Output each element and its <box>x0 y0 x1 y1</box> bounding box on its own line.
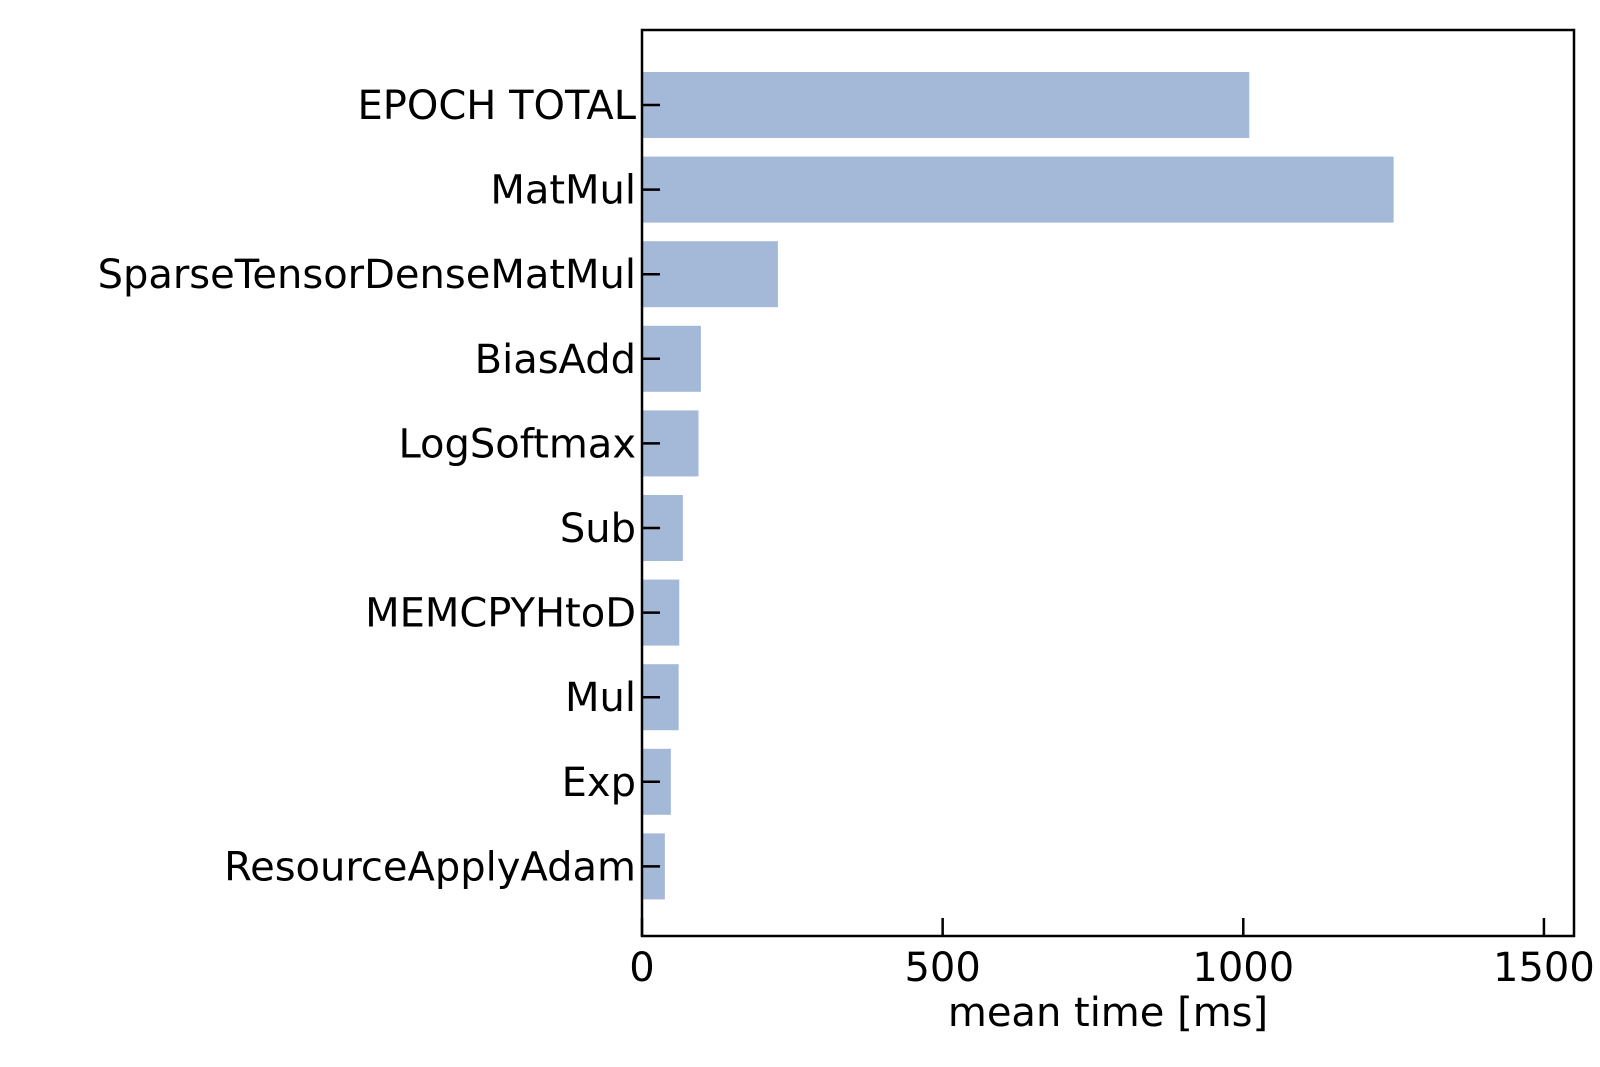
y-tick-label: ResourceApplyAdam <box>224 844 636 890</box>
x-tick-label: 1000 <box>1192 945 1294 991</box>
y-tick-labels: EPOCH TOTAL MatMul SparseTensorDenseMatMul… <box>98 83 637 890</box>
y-tick-label: LogSoftmax <box>398 421 636 467</box>
bar-epoch-total <box>642 72 1250 138</box>
x-tick-labels: 0 500 1000 1500 <box>629 945 1595 991</box>
y-tick-label: MEMCPYHtoD <box>365 591 636 637</box>
bar-sparsetensordensematmul <box>642 241 778 308</box>
bar-matmul <box>642 156 1394 223</box>
y-tick-marks <box>642 103 660 868</box>
x-tick-marks <box>640 918 1546 936</box>
y-tick-label: BiasAdd <box>475 337 636 383</box>
plot-frame <box>640 28 1576 938</box>
y-tick-label: MatMul <box>490 168 636 214</box>
x-axis-label: mean time [ms] <box>948 990 1268 1036</box>
x-tick-label: 500 <box>904 945 980 991</box>
bars-group <box>642 72 1394 900</box>
y-tick-label: SparseTensorDenseMatMul <box>98 252 636 298</box>
y-tick-label: Mul <box>565 675 636 721</box>
x-tick-label: 0 <box>629 945 654 991</box>
y-tick-label: Exp <box>562 760 636 806</box>
y-tick-label: EPOCH TOTAL <box>358 83 637 129</box>
x-tick-label: 1500 <box>1493 945 1595 991</box>
y-tick-label: Sub <box>560 506 636 552</box>
